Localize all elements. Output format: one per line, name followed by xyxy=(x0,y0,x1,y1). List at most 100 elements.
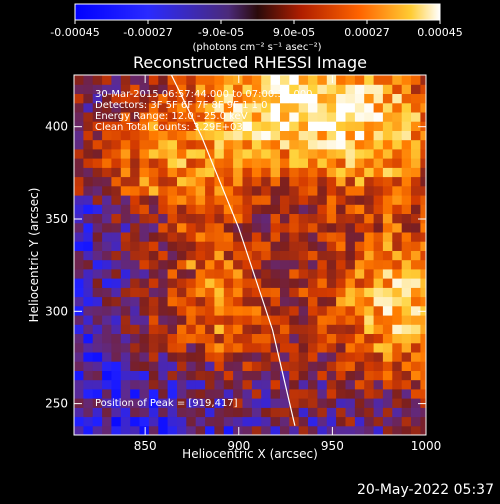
heatmap-cell xyxy=(392,324,403,334)
heatmap-cell xyxy=(177,324,187,334)
heatmap-cell xyxy=(345,102,356,113)
heatmap-cell xyxy=(411,75,421,85)
heatmap-cell xyxy=(392,167,403,178)
heatmap-cell xyxy=(130,75,141,85)
heatmap-cell xyxy=(130,250,141,261)
heatmap-cell xyxy=(411,167,421,178)
heatmap-cell xyxy=(280,296,290,307)
heatmap-cell xyxy=(167,158,178,168)
heatmap-cell xyxy=(270,370,281,381)
heatmap-cell xyxy=(280,370,290,381)
heatmap-cell xyxy=(289,222,300,233)
heatmap-cell xyxy=(139,84,150,94)
heatmap-cell xyxy=(298,111,309,122)
heatmap-cell xyxy=(148,121,159,131)
heatmap-cell xyxy=(120,176,131,187)
heatmap-cell xyxy=(130,296,141,307)
heatmap-cell xyxy=(186,148,197,159)
heatmap-cell xyxy=(167,287,178,298)
heatmap-cell xyxy=(261,259,272,270)
heatmap-cell xyxy=(158,231,169,242)
heatmap-cell xyxy=(280,231,290,242)
colorbar-tick-label: 0.00027 xyxy=(344,26,390,39)
heatmap-cell xyxy=(111,407,122,418)
heatmap-cell xyxy=(401,259,412,270)
heatmap-cell xyxy=(373,231,384,242)
heatmap-cell xyxy=(195,407,206,418)
heatmap-cell xyxy=(373,305,384,316)
heatmap-cell xyxy=(92,361,103,371)
heatmap-cell xyxy=(120,305,131,316)
heatmap-cell xyxy=(354,361,365,371)
heatmap-cell xyxy=(280,241,290,251)
heatmap-cell xyxy=(242,315,253,325)
heatmap-cell xyxy=(83,351,94,362)
heatmap-cell xyxy=(401,250,412,261)
heatmap-cell xyxy=(336,158,347,168)
heatmap-cell xyxy=(186,167,197,178)
heatmap-cell xyxy=(280,333,290,344)
heatmap-cell xyxy=(74,241,84,251)
heatmap-cell xyxy=(148,398,159,408)
heatmap-cell xyxy=(289,84,300,94)
heatmap-cell xyxy=(74,333,84,344)
heatmap-cell xyxy=(177,287,187,298)
heatmap-cell xyxy=(130,148,141,159)
heatmap-cell xyxy=(270,416,281,427)
heatmap-cell xyxy=(298,407,309,418)
heatmap-cell xyxy=(298,121,309,131)
heatmap-cell xyxy=(317,176,328,187)
heatmap-cell xyxy=(74,351,84,362)
heatmap-cell xyxy=(401,407,412,418)
heatmap-cell xyxy=(242,148,253,159)
heatmap-cell xyxy=(270,130,281,141)
heatmap-cell xyxy=(411,158,421,168)
heatmap-cell xyxy=(186,379,197,390)
heatmap-cell xyxy=(373,93,384,104)
heatmap-cell xyxy=(205,250,216,261)
heatmap-cell xyxy=(148,167,159,178)
heatmap-cell xyxy=(364,296,375,307)
heatmap-cell xyxy=(214,241,225,251)
heatmap-cell xyxy=(251,379,262,390)
heatmap-cell xyxy=(317,241,328,251)
heatmap-cell xyxy=(289,204,300,214)
heatmap-cell xyxy=(317,130,328,141)
heatmap-cell xyxy=(401,398,412,408)
heatmap-cell xyxy=(139,231,150,242)
heatmap-cell xyxy=(139,250,150,261)
heatmap-cell xyxy=(83,231,94,242)
heatmap-cell xyxy=(139,388,150,399)
heatmap-cell xyxy=(205,213,216,224)
heatmap-cell xyxy=(411,361,421,371)
heatmap-cell xyxy=(205,176,216,187)
heatmap-cell xyxy=(270,388,281,399)
heatmap-cell xyxy=(373,333,384,344)
heatmap-cell xyxy=(223,167,234,178)
heatmap-cell xyxy=(336,315,347,325)
heatmap-cell xyxy=(270,398,281,408)
heatmap-cell xyxy=(186,370,197,381)
y-tick-label: 250 xyxy=(45,397,68,411)
heatmap-cell xyxy=(336,139,347,150)
colorbar-tick-label: -9.0e-05 xyxy=(198,26,244,39)
heatmap-cell xyxy=(261,351,272,362)
heatmap-cell xyxy=(158,84,169,94)
heatmap-cell xyxy=(411,351,421,362)
heatmap-cell xyxy=(167,268,178,279)
heatmap-cell xyxy=(167,278,178,288)
heatmap-cell xyxy=(242,333,253,344)
heatmap-cell xyxy=(289,195,300,205)
heatmap-cell xyxy=(158,287,169,298)
heatmap-cell xyxy=(298,398,309,408)
heatmap-cell xyxy=(158,121,169,131)
heatmap-cell xyxy=(186,130,197,141)
heatmap-cell xyxy=(120,148,131,159)
heatmap-cell xyxy=(411,111,421,122)
heatmap-cell xyxy=(317,324,328,334)
heatmap-cell xyxy=(308,342,318,353)
heatmap-cell xyxy=(373,398,384,408)
heatmap-cell xyxy=(392,287,403,298)
colorbar: -0.00045 -0.00027 -9.0e-05 9.0e-05 0.00027 0.… xyxy=(50,3,463,53)
